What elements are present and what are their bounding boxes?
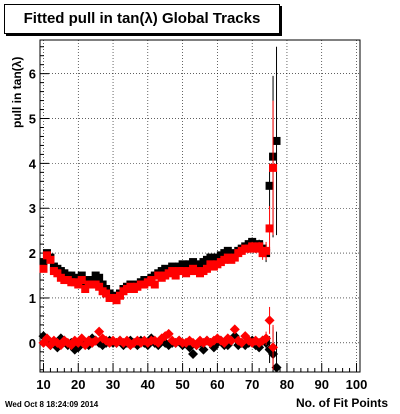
data-point — [77, 276, 86, 285]
tick-labels: 10 20 30 40 50 60 70 80 90 100 0 1 2 3 4 5 6 — [29, 67, 368, 392]
data-point — [262, 246, 271, 255]
data-point — [150, 280, 159, 289]
timestamp: Wed Oct 8 18:24:09 2014 — [5, 400, 99, 409]
data-point — [229, 324, 240, 335]
data-point — [95, 273, 104, 282]
data-point — [271, 362, 282, 373]
y-tick-label: 6 — [29, 67, 36, 82]
y-tick-label: 1 — [29, 291, 36, 306]
y-tick-label: 3 — [29, 201, 36, 216]
data-point — [223, 246, 232, 255]
data-point — [39, 258, 48, 267]
data-point — [171, 271, 180, 280]
data-point — [272, 136, 281, 145]
data-point — [198, 344, 209, 355]
y-tick-label: 2 — [29, 246, 36, 261]
data-point — [230, 253, 239, 262]
chart-title: Fitted pull in tan(λ) Global Tracks — [4, 4, 280, 34]
data-point — [46, 255, 55, 264]
data-point — [189, 258, 198, 267]
x-axis-label: No. of Fit Points — [296, 396, 388, 410]
x-tick-label: 60 — [210, 377, 224, 392]
data-point — [81, 285, 90, 293]
data-point — [95, 282, 104, 291]
data-point — [39, 264, 48, 273]
data-point — [42, 251, 51, 260]
data-point — [168, 267, 177, 276]
data-point — [265, 224, 274, 233]
y-tick-label: 5 — [29, 112, 36, 127]
data-point — [269, 163, 278, 172]
data-point — [268, 342, 279, 353]
data-point — [116, 291, 124, 300]
x-tick-label: 100 — [346, 377, 368, 392]
x-tick-label: 90 — [315, 377, 329, 392]
data-point — [88, 276, 97, 285]
data-point — [206, 253, 215, 262]
x-tick-label: 80 — [280, 377, 294, 392]
grid — [40, 40, 360, 372]
data-point — [147, 276, 156, 285]
data-point — [102, 289, 111, 298]
data-series — [38, 46, 282, 373]
data-point — [77, 271, 86, 280]
y-tick-label: 0 — [29, 336, 36, 351]
series-2 — [39, 100, 278, 305]
data-point — [121, 335, 132, 346]
data-point — [112, 296, 121, 305]
data-point — [55, 340, 66, 351]
data-point — [265, 181, 274, 190]
axis-ticks — [40, 46, 358, 372]
y-axis-label: pull in tan(λ) — [10, 56, 24, 128]
x-tick-label: 40 — [141, 377, 155, 392]
x-tick-label: 50 — [175, 377, 189, 392]
data-point — [226, 335, 237, 346]
x-tick-label: 30 — [106, 377, 120, 392]
y-tick-label: 4 — [29, 156, 37, 171]
data-point — [264, 315, 275, 326]
data-point — [261, 333, 272, 344]
data-point — [53, 269, 62, 278]
data-point — [255, 242, 264, 251]
x-tick-label: 20 — [71, 377, 85, 392]
data-point — [163, 328, 174, 339]
data-point — [188, 349, 199, 360]
data-point — [94, 326, 105, 337]
series-4 — [38, 306, 279, 370]
data-point — [74, 280, 83, 289]
x-tick-label: 70 — [245, 377, 259, 392]
x-tick-label: 10 — [36, 377, 50, 392]
data-point — [202, 264, 211, 273]
plot-frame — [39, 39, 361, 373]
